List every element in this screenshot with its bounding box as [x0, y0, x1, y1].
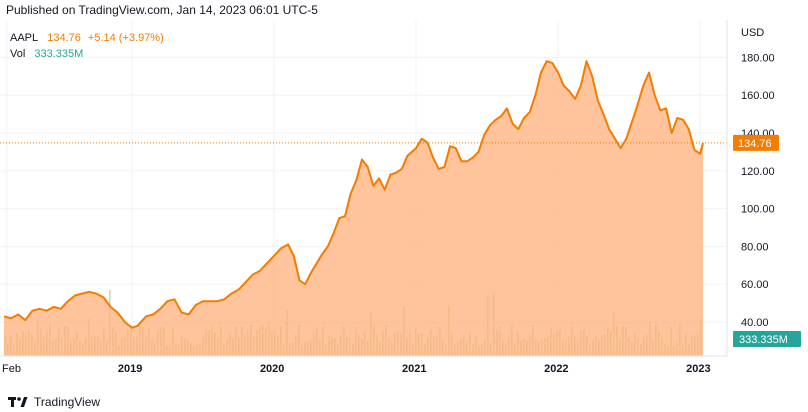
x-tick-label: Feb: [2, 363, 21, 375]
y-tick-label: 120.00: [741, 166, 775, 178]
price-area-fill: [4, 61, 703, 356]
x-tick-label: 2023: [686, 363, 710, 375]
footer-brand-name: TradingView: [34, 395, 101, 409]
last-volume-badge: 333.335M: [733, 331, 801, 347]
footer-brand[interactable]: TradingView: [8, 394, 100, 410]
legend-volume-value: 333.335M: [34, 48, 84, 60]
y-tick-label: 160.00: [741, 90, 775, 102]
x-axis-ticks: Feb 2019 2020 2021 2022 2023: [2, 363, 711, 375]
legend-change: +5.14 (+3.97%): [87, 32, 164, 44]
x-tick-label: 2020: [260, 363, 284, 375]
tradingview-logo-icon: [8, 397, 28, 407]
last-price-badge-label: 134.76: [738, 138, 772, 150]
legend-price-row: AAPL 134.76 +5.14 (+3.97%): [10, 32, 168, 44]
y-tick-label: 60.00: [741, 279, 769, 291]
price-line: [3, 60, 704, 329]
axes: [0, 20, 728, 357]
y-axis-currency: USD: [741, 27, 764, 39]
published-caption: Published on TradingView.com, Jan 14, 20…: [6, 3, 318, 17]
legend-volume-row: Vol 333.335M: [10, 48, 83, 60]
y-tick-label: 80.00: [741, 241, 769, 253]
y-tick-label: 40.00: [741, 317, 769, 329]
legend-volume-label: Vol: [10, 48, 26, 60]
y-tick-label: 180.00: [741, 52, 775, 64]
x-tick-label: 2022: [544, 363, 568, 375]
x-tick-label: 2021: [402, 363, 426, 375]
legend-price: 134.76: [47, 32, 81, 44]
chart-frame[interactable]: 40.00 60.00 80.00 100.00 120.00 140.00 160.00 1…: [0, 20, 808, 392]
price-chart[interactable]: 40.0060.0080.00100.00120.00140.00160.001…: [0, 20, 808, 392]
y-axis-ticks: 40.0060.0080.00100.00120.00140.00160.001…: [741, 52, 775, 329]
last-price-badge: 134.76: [733, 134, 779, 151]
legend-symbol: AAPL: [10, 32, 39, 44]
last-volume-badge-label: 333.335M: [739, 334, 788, 346]
x-tick-label: 2019: [118, 363, 142, 375]
y-tick-label: 100.00: [741, 204, 775, 216]
